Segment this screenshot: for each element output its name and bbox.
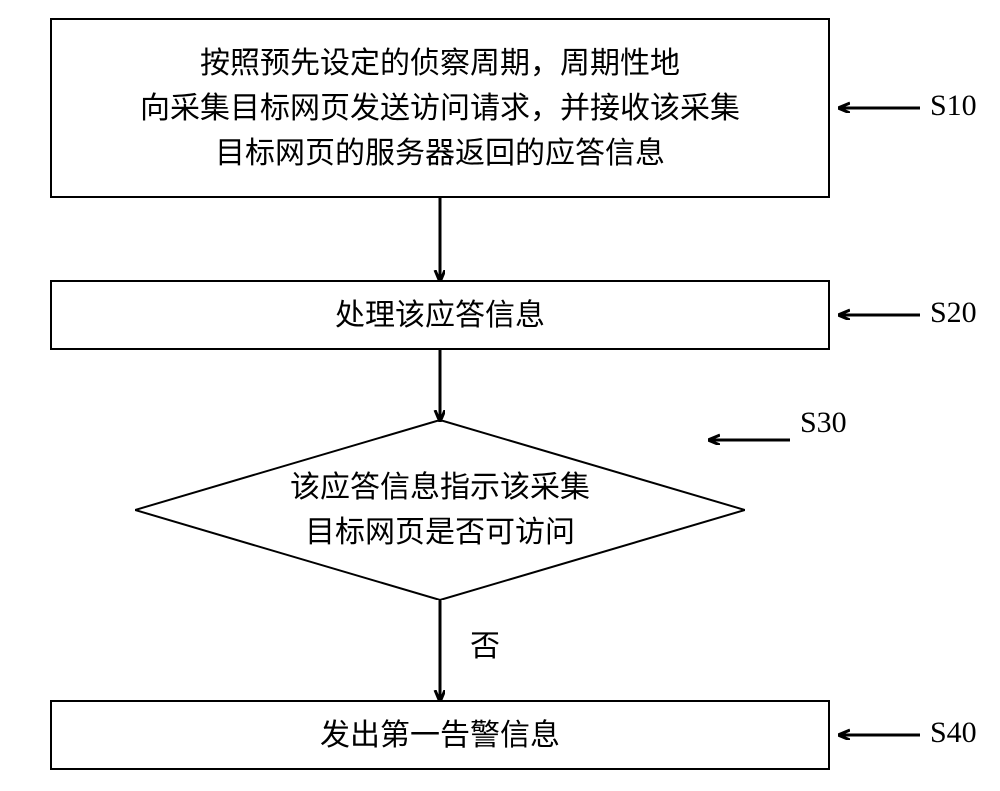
step-label-s30: S30: [800, 406, 847, 440]
connectors-layer: [0, 0, 1000, 791]
step-label-s40: S40: [930, 716, 977, 750]
branch-label-no: 否: [470, 621, 500, 665]
step-label-s10: S10: [930, 89, 977, 123]
flowchart-canvas: 按照预先设定的侦察周期，周期性地 向采集目标网页发送访问请求，并接收该采集 目标…: [0, 0, 1000, 791]
step-label-s20: S20: [930, 296, 977, 330]
